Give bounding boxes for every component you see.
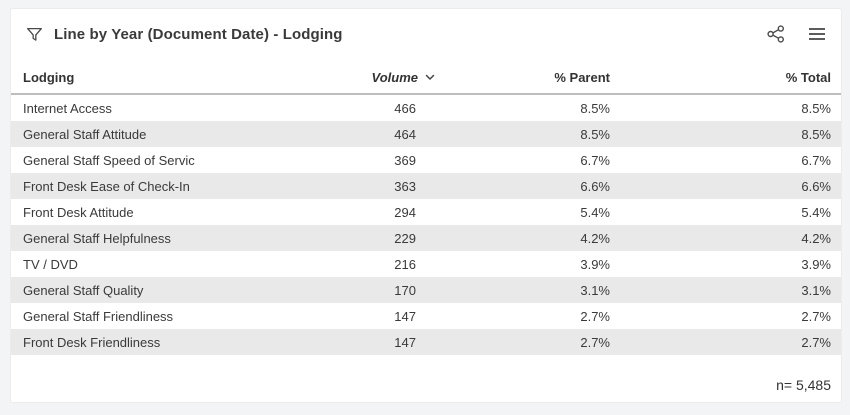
cell-pct-total: 8.5%: [801, 100, 831, 116]
share-linked-analysis-icon[interactable]: [764, 22, 788, 46]
column-header-lodging[interactable]: Lodging: [23, 69, 75, 85]
cell-pct-parent: 6.7%: [580, 152, 610, 168]
cell-volume: 363: [394, 178, 416, 194]
widget-title: Line by Year (Document Date) - Lodging: [54, 25, 343, 43]
cell-pct-parent: 3.9%: [580, 256, 610, 272]
cell-lodging: Internet Access: [23, 100, 112, 116]
table-row[interactable]: TV / DVD 216 3.9% 3.9%: [11, 251, 841, 277]
cell-lodging: General Staff Friendliness: [23, 308, 174, 324]
cell-pct-parent: 4.2%: [580, 230, 610, 246]
table-row[interactable]: General Staff Speed of Servic 369 6.7% 6…: [11, 147, 841, 173]
cell-pct-parent: 2.7%: [580, 334, 610, 350]
sample-size-note: n= 5,485: [776, 376, 831, 393]
table-widget-card: Line by Year (Document Date) - Lodging: [10, 8, 842, 403]
cell-pct-parent: 2.7%: [580, 308, 610, 324]
cell-volume: 147: [394, 334, 416, 350]
hamburger-menu-icon[interactable]: [805, 22, 829, 46]
column-header-pct-parent[interactable]: % Parent: [554, 69, 610, 85]
table-row[interactable]: Front Desk Ease of Check-In 363 6.6% 6.6…: [11, 173, 841, 199]
cell-pct-total: 6.7%: [801, 152, 831, 168]
cell-volume: 294: [394, 204, 416, 220]
cell-pct-total: 8.5%: [801, 126, 831, 142]
cell-pct-total: 5.4%: [801, 204, 831, 220]
cell-pct-parent: 5.4%: [580, 204, 610, 220]
widget-title-bar: Line by Year (Document Date) - Lodging: [11, 9, 841, 55]
cell-pct-parent: 8.5%: [580, 126, 610, 142]
cell-volume: 369: [394, 152, 416, 168]
table-footer: n= 5,485: [11, 355, 841, 404]
table-row[interactable]: General Staff Attitude 464 8.5% 8.5%: [11, 121, 841, 147]
table-row[interactable]: General Staff Friendliness 147 2.7% 2.7%: [11, 303, 841, 329]
cell-lodging: Front Desk Ease of Check-In: [23, 178, 190, 194]
cell-volume: 464: [394, 126, 416, 142]
cell-volume: 170: [394, 282, 416, 298]
cell-pct-parent: 3.1%: [580, 282, 610, 298]
cell-lodging: General Staff Attitude: [23, 126, 147, 142]
cell-volume: 466: [394, 100, 416, 116]
filter-funnel-icon[interactable]: [26, 26, 43, 43]
cell-lodging: General Staff Helpfulness: [23, 230, 171, 246]
cell-lodging: Front Desk Friendliness: [23, 334, 161, 350]
table-row[interactable]: Front Desk Friendliness 147 2.7% 2.7%: [11, 329, 841, 355]
table-body: Internet Access 466 8.5% 8.5% General St…: [11, 95, 841, 355]
cell-pct-total: 2.7%: [801, 334, 831, 350]
cell-pct-total: 3.9%: [801, 256, 831, 272]
sort-descending-caret-icon: [425, 74, 435, 81]
column-header-volume[interactable]: Volume: [296, 69, 435, 85]
table-row[interactable]: General Staff Helpfulness 229 4.2% 4.2%: [11, 225, 841, 251]
column-header-volume-label: Volume: [371, 69, 418, 85]
cell-lodging: TV / DVD: [23, 256, 78, 272]
cell-lodging: General Staff Quality: [23, 282, 144, 298]
cell-pct-total: 4.2%: [801, 230, 831, 246]
cell-volume: 147: [394, 308, 416, 324]
cell-pct-total: 3.1%: [801, 282, 831, 298]
table-row[interactable]: General Staff Quality 170 3.1% 3.1%: [11, 277, 841, 303]
cell-pct-total: 6.6%: [801, 178, 831, 194]
cell-pct-parent: 8.5%: [580, 100, 610, 116]
cell-volume: 216: [394, 256, 416, 272]
cell-pct-total: 2.7%: [801, 308, 831, 324]
cell-lodging: General Staff Speed of Servic: [23, 152, 195, 168]
cell-volume: 229: [394, 230, 416, 246]
table-header-row: Lodging Volume % Parent % Total: [11, 55, 841, 95]
cell-pct-parent: 6.6%: [580, 178, 610, 194]
column-header-pct-total[interactable]: % Total: [785, 69, 831, 85]
cell-lodging: Front Desk Attitude: [23, 204, 134, 220]
table-row[interactable]: Internet Access 466 8.5% 8.5%: [11, 95, 841, 121]
table-row[interactable]: Front Desk Attitude 294 5.4% 5.4%: [11, 199, 841, 225]
